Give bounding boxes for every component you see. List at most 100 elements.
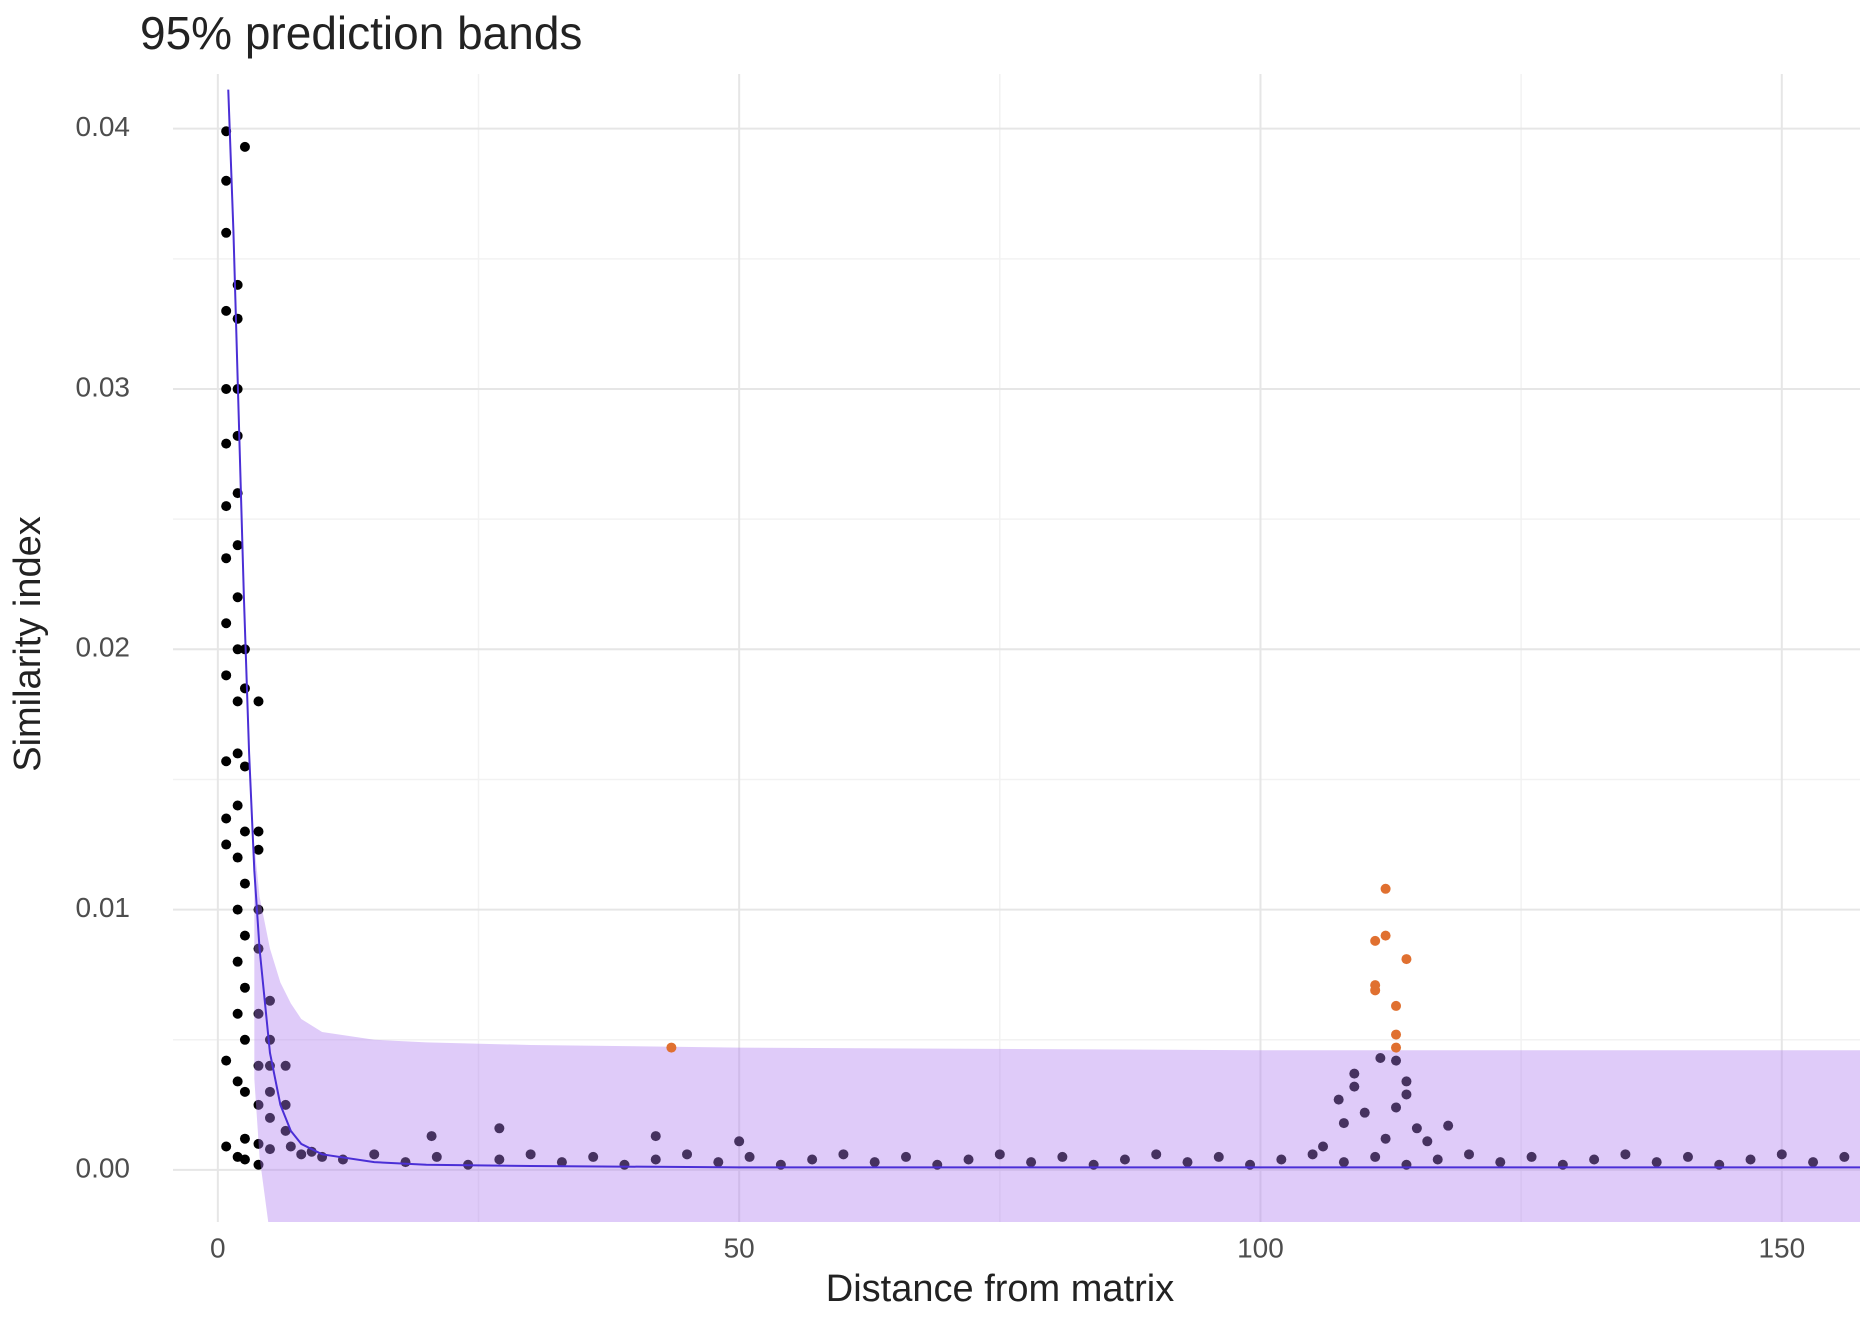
x-tick-label: 0 xyxy=(210,1232,226,1263)
point xyxy=(1464,1149,1475,1160)
outlier-point xyxy=(666,1042,677,1053)
point xyxy=(239,826,250,837)
point xyxy=(221,839,232,850)
point xyxy=(1119,1154,1130,1165)
point xyxy=(1411,1123,1422,1134)
y-tick-label: 0.00 xyxy=(76,1152,131,1183)
point xyxy=(650,1154,661,1165)
point xyxy=(1391,1055,1402,1066)
point xyxy=(1620,1149,1631,1160)
point xyxy=(253,1099,264,1110)
point xyxy=(264,1086,275,1097)
point xyxy=(994,1149,1005,1160)
point xyxy=(682,1149,693,1160)
point xyxy=(1307,1149,1318,1160)
point xyxy=(1432,1154,1443,1165)
point xyxy=(239,1086,250,1097)
point xyxy=(744,1151,755,1162)
point xyxy=(253,1159,264,1170)
point xyxy=(1338,1157,1349,1168)
point xyxy=(1349,1068,1360,1079)
point xyxy=(239,1034,250,1045)
point xyxy=(1359,1107,1370,1118)
x-tick-label: 100 xyxy=(1237,1232,1284,1263)
point xyxy=(221,1055,232,1066)
point xyxy=(1380,1133,1391,1144)
point xyxy=(1391,1102,1402,1113)
point xyxy=(1401,1089,1412,1100)
point xyxy=(232,313,243,324)
point xyxy=(221,553,232,564)
point xyxy=(369,1149,380,1160)
chart-title: 95% prediction bands xyxy=(140,7,582,59)
point xyxy=(221,227,232,238)
point xyxy=(221,756,232,767)
point xyxy=(232,696,243,707)
point xyxy=(232,430,243,441)
point xyxy=(306,1146,317,1157)
point xyxy=(239,1154,250,1165)
x-tick-label: 50 xyxy=(724,1232,755,1263)
point xyxy=(239,982,250,993)
point xyxy=(1026,1157,1037,1168)
point xyxy=(221,383,232,394)
point xyxy=(1776,1149,1787,1160)
point xyxy=(1651,1157,1662,1168)
point xyxy=(1745,1154,1756,1165)
point xyxy=(285,1141,296,1152)
point xyxy=(221,126,232,137)
point xyxy=(588,1151,599,1162)
point xyxy=(253,943,264,954)
point xyxy=(239,1133,250,1144)
point xyxy=(253,1060,264,1071)
point xyxy=(280,1125,291,1136)
outlier-point xyxy=(1370,935,1381,946)
point xyxy=(1370,1151,1381,1162)
point xyxy=(264,1144,275,1155)
point xyxy=(900,1151,911,1162)
point xyxy=(869,1157,880,1168)
outlier-point xyxy=(1380,930,1391,941)
point xyxy=(253,696,264,707)
point xyxy=(1375,1053,1386,1063)
point xyxy=(239,141,250,152)
point xyxy=(1422,1136,1433,1147)
point xyxy=(1057,1151,1068,1162)
point xyxy=(232,904,243,915)
point xyxy=(232,1076,243,1087)
point xyxy=(1338,1118,1349,1129)
y-tick-label: 0.04 xyxy=(76,111,131,142)
point xyxy=(280,1060,291,1071)
outlier-point xyxy=(1391,1000,1402,1011)
point xyxy=(221,813,232,824)
point xyxy=(264,1112,275,1123)
point xyxy=(494,1154,505,1165)
plot-area xyxy=(221,89,1860,1222)
point xyxy=(963,1154,974,1165)
point xyxy=(1276,1154,1287,1165)
point xyxy=(221,305,232,316)
point xyxy=(221,501,232,512)
point xyxy=(253,1138,264,1149)
point xyxy=(1526,1151,1537,1162)
point xyxy=(232,956,243,967)
point xyxy=(734,1136,745,1147)
point xyxy=(232,748,243,759)
point xyxy=(556,1157,567,1168)
prediction-band xyxy=(254,844,1860,1222)
x-axis-title: Distance from matrix xyxy=(826,1268,1174,1310)
point xyxy=(221,618,232,629)
point xyxy=(221,1141,232,1152)
point xyxy=(525,1149,536,1160)
point xyxy=(253,826,264,837)
outlier-point xyxy=(1370,985,1381,996)
point xyxy=(1213,1151,1224,1162)
point xyxy=(253,1008,264,1019)
x-tick-label: 150 xyxy=(1758,1232,1805,1263)
y-tick-label: 0.01 xyxy=(76,892,131,923)
point xyxy=(1318,1141,1329,1152)
point xyxy=(1808,1157,1819,1168)
point xyxy=(221,175,232,186)
outlier-point xyxy=(1401,954,1412,965)
